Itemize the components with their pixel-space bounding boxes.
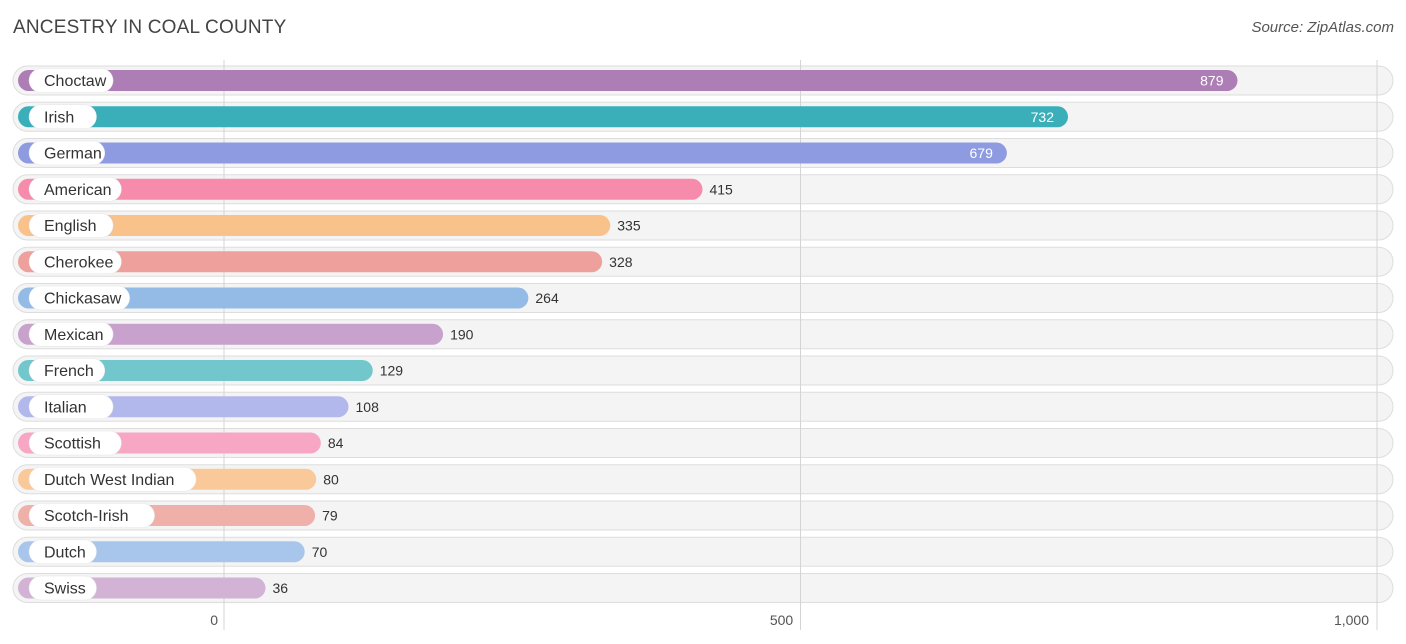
bar-row: Scottish 84: [18, 430, 344, 456]
category-label: Scotch-Irish: [44, 508, 128, 525]
bar-row: Italian 108: [18, 394, 380, 419]
category-label: Dutch: [44, 544, 86, 561]
category-label: Scottish: [44, 436, 101, 453]
value-label: 335: [617, 218, 641, 234]
value-label: 108: [356, 399, 380, 415]
value-label: 36: [273, 580, 289, 596]
bar: [18, 142, 1007, 164]
value-label: 84: [328, 435, 344, 451]
row-background: [12, 464, 1394, 495]
category-label-pill: [28, 68, 114, 93]
bar-row: American 415: [18, 177, 733, 202]
category-label-pill: [28, 140, 106, 166]
bar-row: Scotch-Irish 79: [18, 503, 338, 528]
bar-row: Dutch West Indian 80: [18, 467, 339, 492]
bar-row: Choctaw 879: [18, 68, 1238, 93]
x-tick-label: 500: [770, 612, 794, 628]
category-label: Mexican: [44, 327, 104, 344]
bar: [18, 70, 1238, 91]
bar-row: Irish 732: [18, 104, 1068, 129]
row-background: [12, 573, 1394, 603]
value-label: 879: [1200, 73, 1224, 89]
category-label-pill: [28, 322, 114, 347]
value-label: 70: [312, 544, 328, 560]
category-label: Choctaw: [44, 73, 107, 90]
bar: [18, 251, 603, 273]
category-label: French: [44, 363, 94, 380]
value-label: 732: [1031, 109, 1055, 125]
bar-row: English 335: [18, 213, 641, 238]
category-label-pill: [28, 430, 122, 456]
bar-row: German 679: [18, 140, 1007, 166]
bar: [18, 287, 529, 309]
row-background: [12, 536, 1394, 567]
category-label-pill: [28, 358, 106, 383]
row-background: [12, 391, 1394, 422]
x-tick-label: 0: [210, 612, 218, 628]
category-label-pill: [28, 285, 130, 311]
bar: [18, 178, 703, 200]
row-background: [12, 428, 1394, 458]
category-label-pill: [28, 177, 122, 202]
row-background: [12, 500, 1394, 531]
bar-row: Chickasaw 264: [18, 285, 559, 311]
category-label-pill: [28, 394, 114, 419]
category-label-pill: [28, 213, 114, 238]
bar-row: Mexican 190: [18, 322, 474, 347]
category-label: English: [44, 218, 96, 235]
bar: [18, 323, 444, 345]
bar-row: Swiss 36: [18, 575, 289, 601]
category-label: Irish: [44, 109, 74, 126]
category-label: Chickasaw: [44, 291, 122, 308]
category-label-pill: [28, 467, 197, 492]
value-label: 80: [323, 471, 339, 487]
category-label-pill: [28, 249, 122, 274]
category-label: Cherokee: [44, 254, 113, 271]
value-label: 328: [609, 254, 633, 270]
category-label: German: [44, 146, 102, 163]
value-label: 679: [970, 145, 994, 161]
bar-row: Cherokee 328: [18, 249, 633, 274]
value-label: 129: [380, 363, 404, 379]
chart-source: Source: ZipAtlas.com: [1251, 19, 1394, 36]
category-label: American: [44, 182, 112, 199]
value-label: 415: [709, 181, 733, 197]
value-label: 190: [450, 326, 474, 342]
x-tick-label: 1,000: [1334, 612, 1369, 628]
category-label: Italian: [44, 399, 87, 416]
category-label-pill: [28, 575, 97, 601]
category-label: Dutch West Indian: [44, 472, 174, 489]
category-label-pill: [28, 104, 97, 129]
bar: [18, 106, 1068, 128]
category-label-pill: [28, 503, 155, 528]
category-label: Swiss: [44, 581, 86, 598]
bar: [18, 360, 373, 381]
chart-title: ANCESTRY IN COAL COUNTY: [13, 17, 287, 38]
bar: [18, 215, 611, 236]
value-label: 264: [535, 290, 559, 306]
bar-row: French 129: [18, 358, 404, 383]
category-label-pill: [28, 539, 97, 564]
bar-row: Dutch 70: [18, 539, 328, 564]
value-label: 79: [322, 508, 338, 524]
